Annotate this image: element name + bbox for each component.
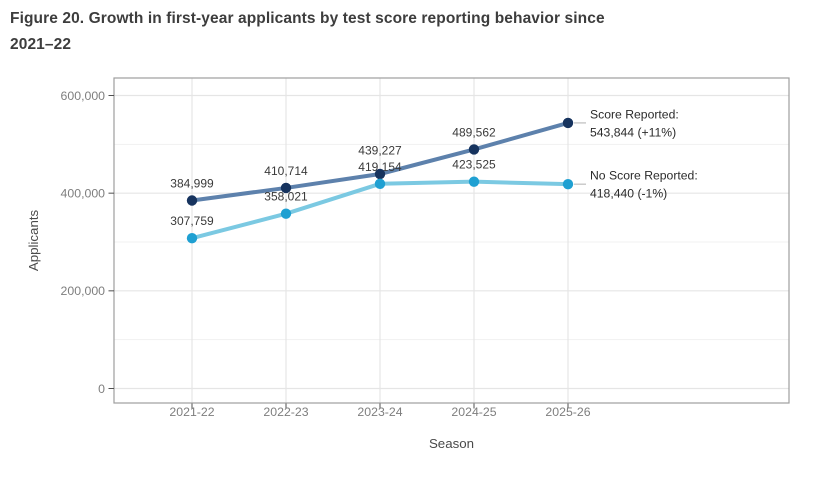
data-point-score-reported-2023-24	[374, 168, 386, 180]
y-tick-label: 400,000	[61, 186, 106, 200]
x-axis-title: Season	[429, 436, 474, 451]
data-point-no-score-reported-2023-24	[374, 178, 386, 190]
data-point-no-score-reported-2021-22	[186, 233, 198, 244]
annotation-series-name: Score Reported:	[590, 107, 679, 121]
y-tick-label: 200,000	[61, 284, 106, 298]
chart-panel-border	[113, 77, 790, 404]
x-tick-label: 2024-25	[451, 405, 496, 419]
data-point-score-reported-2021-22	[186, 195, 198, 206]
figure-title-line1: Figure 20. Growth in first-year applican…	[10, 10, 605, 27]
annotation-series-value: 418,440 (-1%)	[590, 187, 667, 201]
x-tick-label: 2023-24	[357, 405, 402, 419]
data-point-label: 410,714	[264, 164, 308, 178]
figure-title-line2: 2021–22	[10, 36, 72, 53]
y-tick-label: 0	[98, 382, 105, 396]
y-tick-label: 600,000	[61, 89, 106, 103]
data-point-score-reported-2022-23	[280, 182, 292, 194]
x-tick-label: 2025-26	[545, 405, 590, 419]
data-point-label: 439,227	[358, 144, 402, 158]
y-axis-title: Applicants	[26, 209, 41, 271]
data-point-no-score-reported-2025-26	[562, 178, 574, 190]
data-point-label: 489,562	[452, 125, 496, 139]
data-point-label: 358,021	[264, 190, 308, 204]
figure-title: Figure 20. Growth in first-year applican…	[10, 6, 710, 58]
data-point-no-score-reported-2022-23	[280, 208, 292, 219]
data-point-score-reported-2024-25	[468, 144, 480, 155]
data-point-no-score-reported-2024-25	[468, 176, 480, 187]
data-point-score-reported-2025-26	[562, 117, 574, 129]
data-point-label: 419,154	[358, 160, 402, 174]
x-tick-label: 2021-22	[169, 405, 214, 419]
annotation-series-name: No Score Reported:	[590, 169, 698, 183]
annotation-series-value: 543,844 (+11%)	[590, 125, 676, 139]
data-point-label: 423,525	[452, 158, 496, 172]
data-point-label: 384,999	[170, 176, 214, 190]
x-tick-label: 2022-23	[263, 405, 308, 419]
data-point-label: 307,759	[170, 214, 214, 228]
